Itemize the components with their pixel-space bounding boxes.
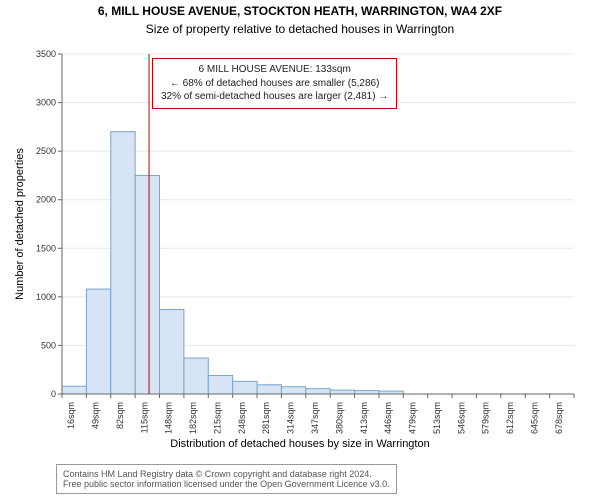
callout-box: 6 MILL HOUSE AVENUE: 133sqm ← 68% of det… — [152, 58, 397, 109]
histogram-bar — [257, 385, 281, 394]
x-tick-label: 82sqm — [115, 402, 125, 429]
y-tick-label: 2000 — [36, 195, 56, 205]
histogram-bar — [306, 389, 330, 394]
callout-line-1: 6 MILL HOUSE AVENUE: 133sqm — [161, 63, 388, 77]
x-tick-label: 347sqm — [310, 402, 320, 434]
x-axis-label: Distribution of detached houses by size … — [0, 438, 600, 450]
x-tick-label: 16sqm — [66, 402, 76, 429]
histogram-bar — [86, 289, 110, 394]
histogram-bar — [233, 381, 257, 394]
footer-line-1: Contains HM Land Registry data © Crown c… — [63, 469, 390, 479]
x-tick-label: 678sqm — [554, 402, 564, 434]
x-tick-label: 314sqm — [286, 402, 296, 434]
x-tick-label: 645sqm — [529, 402, 539, 434]
histogram-bar — [62, 386, 86, 394]
x-tick-label: 546sqm — [456, 402, 466, 434]
y-tick-label: 1500 — [36, 243, 56, 253]
y-tick-label: 500 — [41, 340, 56, 350]
histogram-bar — [160, 309, 184, 394]
x-tick-label: 612sqm — [505, 402, 515, 434]
callout-line-2: ← 68% of detached houses are smaller (5,… — [161, 77, 388, 91]
y-tick-label: 3000 — [36, 98, 56, 108]
histogram-bar — [355, 391, 379, 394]
y-tick-label: 0 — [51, 389, 56, 399]
histogram-bar — [281, 387, 305, 394]
histogram-bar — [111, 132, 135, 394]
y-axis-label: Number of detached properties — [14, 54, 26, 394]
x-tick-label: 49sqm — [91, 402, 101, 429]
attribution-footer: Contains HM Land Registry data © Crown c… — [56, 464, 397, 494]
footer-line-2: Free public sector information licensed … — [63, 479, 390, 489]
histogram-bar — [330, 390, 354, 394]
y-tick-label: 2500 — [36, 146, 56, 156]
histogram-bar — [208, 376, 232, 394]
x-tick-label: 513sqm — [432, 402, 442, 434]
x-tick-label: 148sqm — [164, 402, 174, 434]
histogram-bar — [135, 175, 159, 394]
y-tick-label: 1000 — [36, 292, 56, 302]
y-tick-label: 3500 — [36, 49, 56, 59]
callout-line-3: 32% of semi-detached houses are larger (… — [161, 90, 388, 104]
x-tick-label: 248sqm — [237, 402, 247, 434]
x-tick-label: 115sqm — [139, 402, 149, 433]
x-tick-label: 380sqm — [334, 402, 344, 434]
histogram-bar — [184, 358, 208, 394]
x-tick-label: 182sqm — [188, 402, 198, 434]
x-tick-label: 479sqm — [408, 402, 418, 434]
x-tick-label: 446sqm — [383, 402, 393, 434]
x-tick-label: 281sqm — [261, 402, 271, 434]
x-tick-label: 579sqm — [481, 402, 491, 434]
x-tick-label: 413sqm — [359, 402, 369, 434]
x-tick-label: 215sqm — [212, 402, 222, 434]
